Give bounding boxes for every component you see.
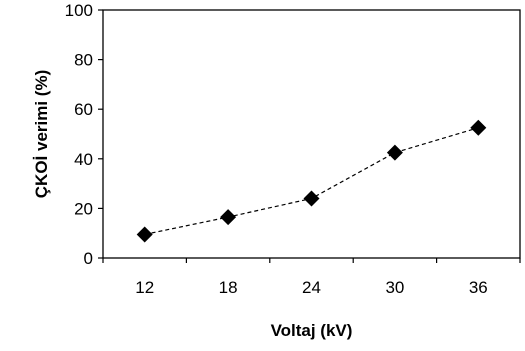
x-tick-label: 12 [135,278,154,297]
series-line [144,127,479,236]
y-tick-label: 60 [74,100,93,119]
data-point-diamond [386,144,403,161]
data-point-diamond [470,119,487,136]
x-tick-label: 36 [469,278,488,297]
y-axis: 0 20 40 60 80 100 [65,1,103,268]
y-tick-label: 80 [74,51,93,70]
y-tick-label: 100 [65,1,93,20]
x-tick-label: 30 [385,278,404,297]
data-point-diamond [220,209,237,226]
data-point-diamond [303,190,320,207]
x-tick-label: 24 [302,278,321,297]
y-tick-label: 0 [84,249,93,268]
series-layer [136,119,487,243]
data-point-diamond [136,226,153,243]
y-tick-label: 20 [74,199,93,218]
x-axis-title: Voltaj (kV) [271,321,353,340]
plot-frame [102,9,521,259]
y-axis-title: ÇKOİ verimi (%) [32,70,51,198]
y-tick-label: 40 [74,150,93,169]
x-axis: 12 18 24 30 36 [102,258,521,297]
x-tick-label: 18 [219,278,238,297]
